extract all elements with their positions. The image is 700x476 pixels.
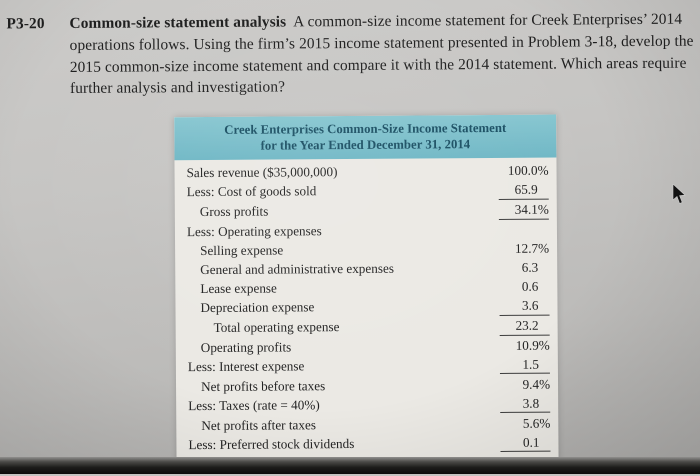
- table-row: Total operating expense 23.2: [176, 316, 558, 339]
- row-label: Sales revenue ($35,000,000): [186, 163, 498, 182]
- mouse-cursor: [672, 184, 686, 210]
- statement-header: Creek Enterprises Common-Size Income Sta…: [174, 115, 556, 161]
- row-value: 100.0%: [498, 163, 548, 180]
- row-label: Depreciation expense: [187, 298, 499, 317]
- row-value: 65.9: [499, 182, 549, 200]
- statement-title-line2: for the Year Ended December 31, 2014: [180, 136, 550, 155]
- row-label: General and administrative expenses: [187, 260, 499, 279]
- row-label: Net profits before taxes: [188, 377, 500, 396]
- row-label: Less: Taxes (rate = 40%): [188, 396, 500, 415]
- row-value: 23.2: [500, 318, 550, 336]
- statement-card: Creek Enterprises Common-Size Income Sta…: [174, 115, 558, 470]
- problem-number: P3-20: [6, 13, 70, 101]
- row-label: Lease expense: [187, 279, 499, 298]
- photo-edge: [0, 457, 700, 474]
- row-value: 6.3: [499, 260, 549, 277]
- table-row: Less: Taxes (rate = 40%) 3.8: [176, 394, 558, 417]
- row-label: Less: Preferred stock dividends: [188, 435, 500, 454]
- statement-title-line1: Creek Enterprises Common-Size Income Sta…: [180, 120, 550, 139]
- row-label: Less: Operating expenses: [187, 222, 499, 241]
- table-row: Less: Preferred stock dividends 0.1: [176, 433, 558, 456]
- row-value: 0.1: [500, 434, 550, 452]
- row-label: Less: Cost of goods sold: [187, 182, 499, 201]
- table-row: Depreciation expense 3.6: [175, 296, 557, 319]
- row-value: 3.6: [499, 298, 549, 316]
- table-row: Less: Interest expense 1.5: [176, 355, 558, 378]
- statement-rows: Sales revenue ($35,000,000) 100.0% Less:…: [174, 158, 558, 470]
- row-label: Selling expense: [187, 241, 499, 260]
- table-row: Gross profits 34.1%: [175, 200, 557, 223]
- row-label: Less: Interest expense: [188, 357, 500, 376]
- row-value: 10.9%: [500, 338, 550, 355]
- table-row: Less: Cost of goods sold 65.9: [175, 181, 557, 204]
- arrow-pointer-icon: [672, 184, 686, 205]
- row-label: Total operating expense: [188, 318, 500, 337]
- row-value: 5.6%: [500, 415, 550, 432]
- row-label: Net profits after taxes: [188, 416, 500, 435]
- row-value: 9.4%: [500, 376, 550, 393]
- row-label: Operating profits: [188, 338, 500, 357]
- row-value: 12.7%: [499, 241, 549, 258]
- row-value: 34.1%: [499, 202, 549, 220]
- row-value: 1.5: [500, 356, 550, 374]
- row-value: 0.6: [499, 279, 549, 296]
- row-label: Gross profits: [187, 202, 499, 221]
- row-value: 3.8: [500, 395, 550, 413]
- problem-title: Common-size statement analysis: [69, 13, 286, 32]
